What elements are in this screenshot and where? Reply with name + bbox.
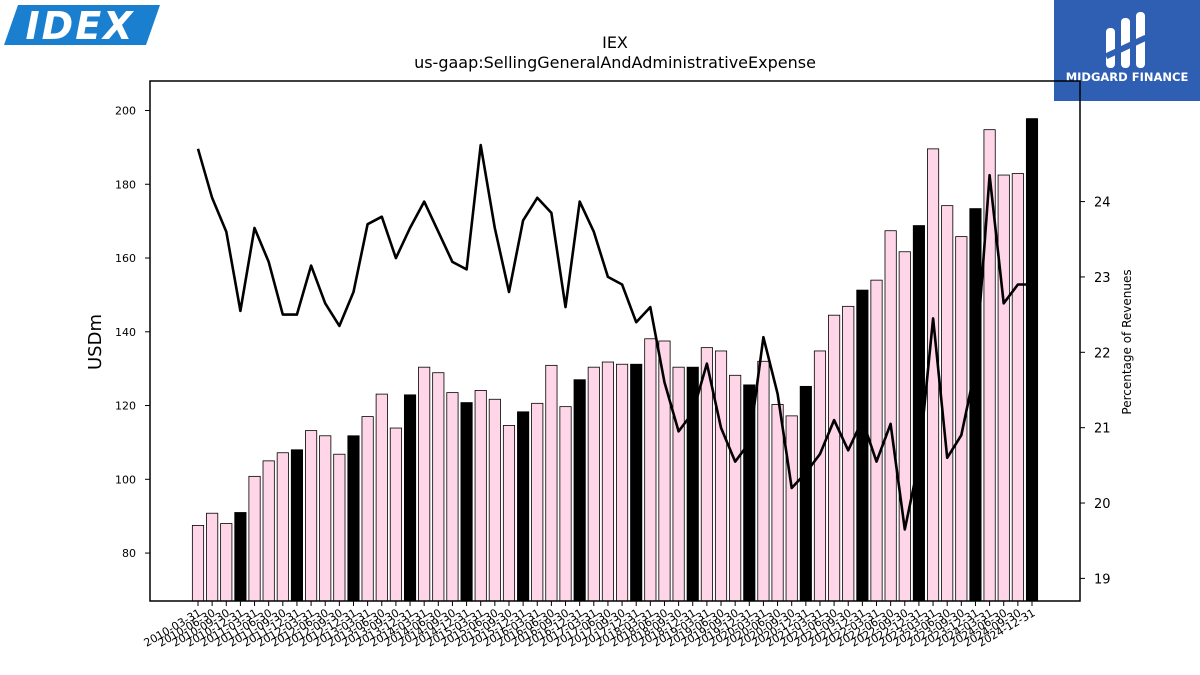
- y-tick-label: 140: [115, 326, 136, 339]
- bar: [305, 430, 318, 602]
- y2-axis: 19 20 21 22 23 24: [1080, 196, 1111, 587]
- y2-tick-label: 20: [1094, 497, 1111, 512]
- y-tick-label: 200: [115, 105, 136, 118]
- bar: [206, 512, 219, 602]
- y2-tick-label: 24: [1094, 196, 1111, 211]
- bar: [474, 390, 487, 602]
- idex-logo: IDEX: [4, 4, 160, 48]
- bar: [418, 366, 431, 602]
- bar: [234, 512, 247, 602]
- bar: [488, 398, 501, 602]
- bar-series: [191, 118, 1039, 602]
- bar: [1011, 173, 1024, 602]
- bar: [714, 350, 728, 602]
- idex-logo-shape: [4, 5, 160, 45]
- y2-tick-label: 23: [1094, 271, 1111, 286]
- bar: [601, 361, 614, 602]
- plot-frame: [149, 80, 1081, 602]
- y-tick-label: 80: [122, 547, 136, 560]
- bar: [941, 205, 954, 602]
- chart-subtitle: us-gaap:SellingGeneralAndAdministrativeE…: [414, 53, 816, 72]
- midgard-logo-text: MIDGARD FINANCE: [1066, 70, 1189, 84]
- y2-tick-label: 22: [1094, 346, 1111, 361]
- bar: [616, 363, 629, 602]
- chart-title: IEX: [602, 33, 628, 52]
- bar: [403, 394, 417, 602]
- bar: [361, 416, 374, 602]
- bar: [248, 475, 261, 602]
- x-axis: 2010-03-312010-06-302010-09-302010-12-31…: [142, 601, 1038, 650]
- bar: [884, 230, 897, 602]
- bar: [502, 425, 516, 602]
- bar: [517, 411, 530, 602]
- y-tick-label: 180: [115, 178, 136, 191]
- line-path: [196, 143, 1032, 531]
- line-series: [196, 143, 1032, 531]
- bar: [460, 402, 473, 602]
- bar: [573, 379, 586, 602]
- bar: [672, 366, 685, 602]
- y-axis-label: USDm: [85, 314, 106, 370]
- midgard-mark-icon: [1104, 12, 1148, 68]
- bar: [191, 524, 205, 602]
- y2-axis-label: Percentage of Revenues: [1120, 269, 1134, 414]
- bar: [1025, 118, 1039, 602]
- bar: [276, 452, 289, 602]
- bar: [856, 289, 869, 602]
- bar: [828, 314, 841, 602]
- bar: [559, 406, 572, 602]
- y2-tick-label: 19: [1094, 572, 1111, 587]
- bar: [446, 392, 459, 602]
- bar: [587, 366, 600, 602]
- bar: [926, 148, 940, 602]
- bar: [389, 427, 402, 602]
- bar: [262, 460, 275, 602]
- midgard-finance-logo: MIDGARD FINANCE: [1054, 0, 1200, 101]
- bar: [375, 393, 388, 602]
- bar: [644, 338, 657, 602]
- bar: [785, 415, 798, 602]
- bar: [545, 364, 558, 602]
- bar: [799, 385, 812, 602]
- bar: [333, 453, 346, 602]
- y-axis: 80 100 120 140 160 180 200: [115, 105, 150, 560]
- bar: [432, 372, 445, 602]
- bar: [531, 402, 544, 602]
- bar: [898, 251, 911, 602]
- bar: [842, 305, 855, 602]
- y-tick-label: 100: [115, 473, 136, 486]
- bar: [813, 350, 827, 602]
- y2-tick-label: 21: [1094, 422, 1111, 437]
- bar: [771, 404, 784, 602]
- idex-logo-text: IDEX: [26, 4, 135, 48]
- bar: [319, 435, 332, 602]
- y-tick-label: 120: [115, 400, 136, 413]
- bar: [290, 449, 304, 602]
- bar: [630, 363, 643, 602]
- bar: [347, 435, 360, 602]
- bar: [870, 279, 883, 602]
- bar: [969, 208, 982, 602]
- y-tick-label: 160: [115, 252, 136, 265]
- bar: [757, 360, 770, 602]
- bar: [729, 374, 742, 602]
- bar: [997, 174, 1010, 602]
- bar: [220, 523, 233, 602]
